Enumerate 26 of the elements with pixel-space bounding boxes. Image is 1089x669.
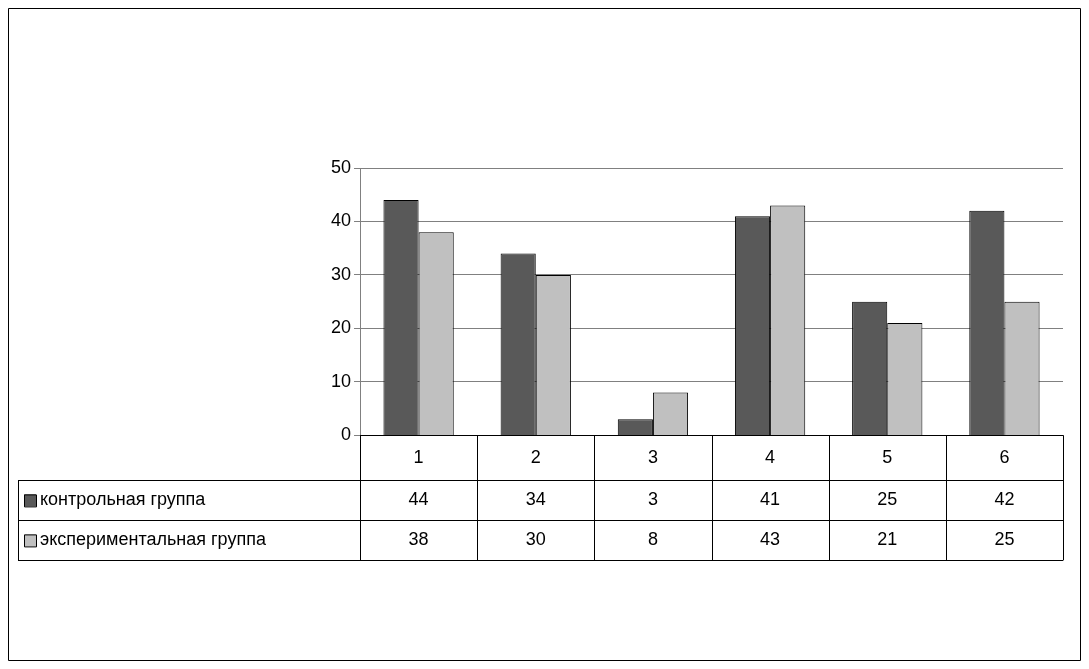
x-tick-label: 6 bbox=[999, 447, 1010, 468]
y-tick-label: 50 bbox=[330, 156, 352, 177]
legend-label: контрольная группа bbox=[40, 489, 207, 510]
x-tick-label: 2 bbox=[530, 447, 541, 468]
data-label: 25 bbox=[877, 489, 898, 510]
data-label: 21 bbox=[877, 529, 898, 550]
x-tick-label: 1 bbox=[413, 447, 424, 468]
data-label: 38 bbox=[408, 529, 429, 550]
y-tick-label: 40 bbox=[330, 210, 352, 231]
data-label: 44 bbox=[408, 489, 429, 510]
data-label: 30 bbox=[525, 529, 546, 550]
data-label: 41 bbox=[760, 489, 781, 510]
y-tick-label: 30 bbox=[330, 263, 352, 284]
data-label: 43 bbox=[760, 529, 781, 550]
data-label: 25 bbox=[994, 529, 1015, 550]
x-tick-label: 3 bbox=[647, 447, 658, 468]
data-label: 3 bbox=[647, 489, 658, 510]
y-tick-label: 20 bbox=[330, 317, 352, 338]
x-tick-label: 4 bbox=[765, 447, 776, 468]
y-tick-label: 10 bbox=[330, 370, 352, 391]
data-label: 42 bbox=[994, 489, 1015, 510]
data-label: 8 bbox=[647, 529, 658, 550]
legend-label: экспериментальная группа bbox=[40, 529, 267, 550]
data-label: 34 bbox=[525, 489, 546, 510]
y-tick-label: 0 bbox=[341, 424, 352, 445]
x-tick-label: 5 bbox=[882, 447, 893, 468]
